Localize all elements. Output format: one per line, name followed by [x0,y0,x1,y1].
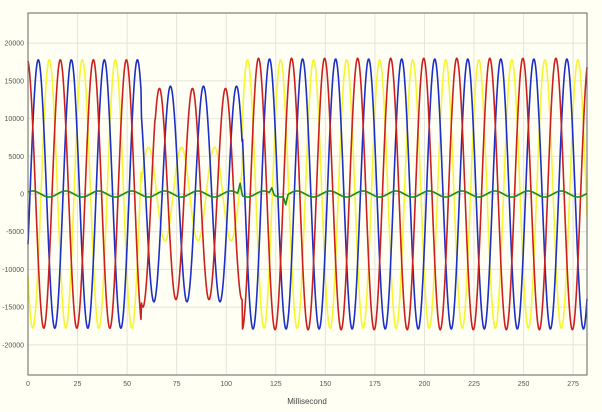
plot-border [27,12,588,376]
y-tick-label: 5000 [8,154,24,161]
x-tick-label: 75 [173,381,181,388]
series-layer [27,57,588,331]
x-tick-label: 250 [518,381,530,388]
x-tick-label: 0 [26,381,30,388]
y-tick-label: 0 [20,192,24,199]
x-tick-label: 100 [220,381,232,388]
x-tick-label: 200 [419,381,431,388]
series-line-2 [27,58,588,330]
y-tick-label: 15000 [5,78,25,85]
x-axis-title: Millisecond [287,397,327,406]
x-tick-label: 25 [74,381,82,388]
x-tick-label: 125 [270,381,282,388]
series-line-1 [27,57,588,331]
y-tick-label: 20000 [5,41,25,48]
x-tick-label: 175 [369,381,381,388]
y-tick-label: -20000 [2,342,24,349]
x-tick-label: 150 [319,381,331,388]
x-tick-label: 225 [468,381,480,388]
tick-layer: 0 25 50 75 100 125 150 175 200 225 250 275 20000 1500… [2,41,579,388]
y-tick-label: 10000 [5,116,25,123]
series-line-4 [27,182,588,206]
y-tick-label: -15000 [2,305,24,312]
y-tick-label: -5000 [6,229,24,236]
x-tick-label: 275 [567,381,579,388]
y-tick-label: -10000 [2,267,24,274]
x-tick-label: 50 [123,381,131,388]
